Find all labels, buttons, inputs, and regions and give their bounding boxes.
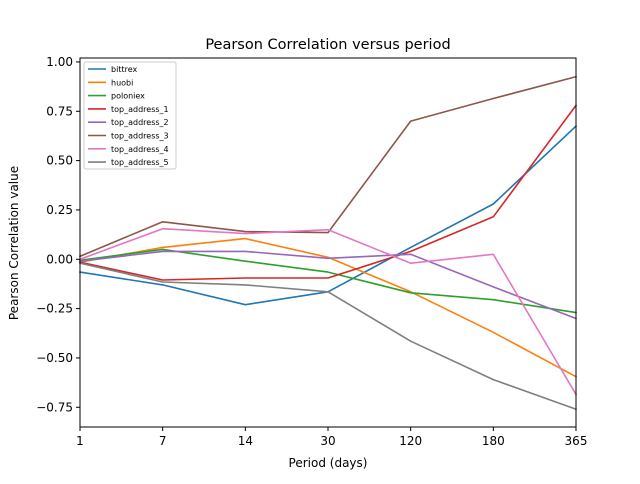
x-tick-label: 180 (482, 434, 505, 448)
legend-label-top_address_3: top_address_3 (111, 132, 169, 141)
series-line-huobi (79, 237, 578, 378)
series-line-poloniex (79, 248, 577, 314)
axis-layer: 1 7 14 30 120 180 365 1.00 0.75 0.50 0.25 0.00 −0.25… (36, 55, 587, 448)
legend-frame (83, 61, 177, 170)
y-axis-label: Pearson Correlation value (7, 166, 21, 320)
legend-label-poloniex: poloniex (111, 92, 145, 101)
y-tick-label: 0.25 (46, 203, 73, 217)
chart-title: Pearson Correlation versus period (205, 37, 450, 53)
x-tick-label: 7 (159, 434, 167, 448)
y-tick-label: 0.00 (46, 252, 73, 266)
y-tick-label: −0.25 (36, 302, 73, 316)
legend-label-top_address_4: top_address_4 (111, 145, 169, 154)
y-tick-label: 0.75 (46, 104, 73, 118)
legend-label-top_address_2: top_address_2 (111, 118, 169, 127)
x-tick-label: 30 (320, 434, 335, 448)
y-tick-label: −0.75 (36, 400, 73, 414)
y-tick-label: −0.50 (36, 351, 73, 365)
y-tick-label: 1.00 (46, 55, 73, 69)
legend-label-bittrex: bittrex (111, 65, 137, 74)
legend-label-top_address_1: top_address_1 (111, 105, 169, 114)
x-tick-label: 14 (238, 434, 253, 448)
series-line-top_address_5 (79, 262, 578, 411)
x-tick-label: 120 (399, 434, 422, 448)
series-line-top_address_2 (79, 250, 578, 320)
series-layer (78, 75, 578, 411)
legend-label-top_address_5: top_address_5 (111, 158, 169, 167)
series-line-top_address_3 (78, 75, 577, 258)
x-axis-label: Period (days) (289, 456, 368, 470)
y-tick-label: 0.50 (46, 154, 73, 168)
series-line-top_address_1 (79, 104, 578, 281)
series-line-top_address_4 (78, 227, 578, 396)
x-tick-label: 1 (76, 434, 84, 448)
legend: bittrex huobi poloniex top_address_1 top_add… (83, 61, 177, 170)
x-tick-label: 365 (565, 434, 588, 448)
legend-label-huobi: huobi (111, 78, 133, 87)
